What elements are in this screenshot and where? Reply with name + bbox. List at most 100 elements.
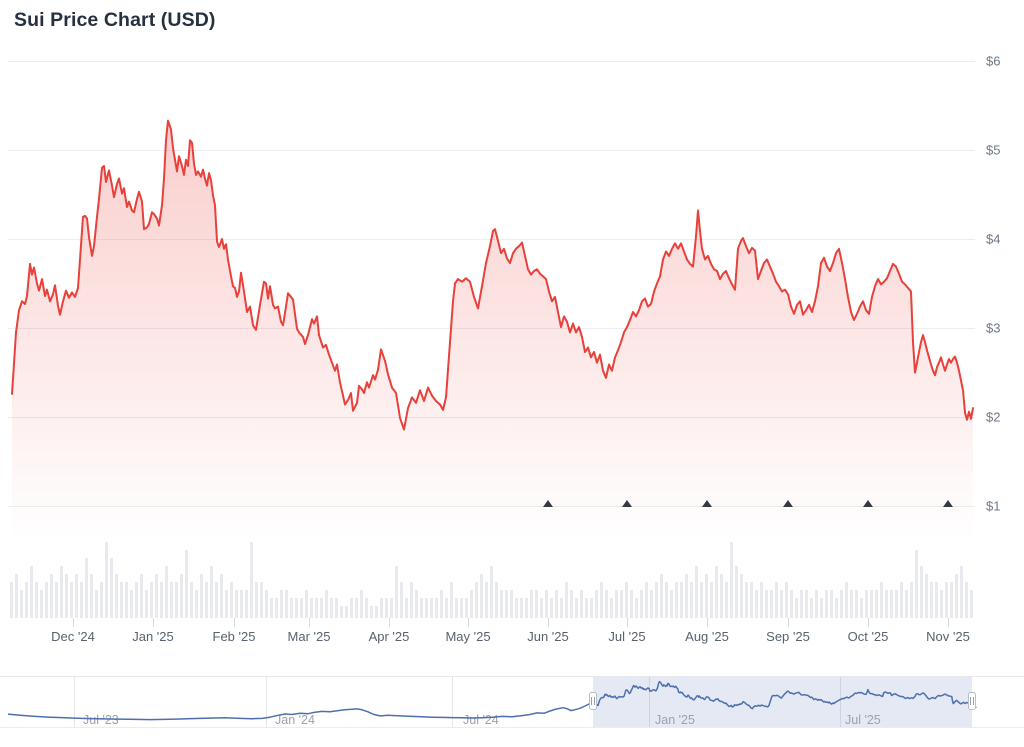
volume-bar <box>585 598 588 618</box>
volume-bar <box>730 542 733 618</box>
volume-bar <box>355 598 358 618</box>
volume-bar <box>205 582 208 618</box>
volume-bar <box>675 582 678 618</box>
navigator-range-label: Jan '24 <box>275 713 315 727</box>
volume-bar <box>310 598 313 618</box>
volume-bar <box>705 574 708 618</box>
volume-bar <box>770 590 773 618</box>
volume-bar <box>165 566 168 618</box>
volume-bar <box>35 582 38 618</box>
volume-bar <box>215 582 218 618</box>
volume-bar <box>580 590 583 618</box>
volume-bar <box>220 574 223 618</box>
volume-bar <box>105 542 108 618</box>
navigator-left-handle[interactable] <box>589 692 597 710</box>
volume-bar <box>535 590 538 618</box>
volume-bar <box>435 598 438 618</box>
volume-bar <box>120 582 123 618</box>
volume-bar <box>595 590 598 618</box>
volume-bar <box>440 590 443 618</box>
volume-bar <box>180 574 183 618</box>
volume-bar <box>55 582 58 618</box>
volume-bar <box>455 598 458 618</box>
volume-bar <box>810 598 813 618</box>
volume-bar <box>395 566 398 618</box>
volume-bar <box>930 582 933 618</box>
volume-bar <box>130 590 133 618</box>
volume-bar <box>495 582 498 618</box>
volume-bar <box>845 582 848 618</box>
navigator-right-handle[interactable] <box>968 692 976 710</box>
volume-bar <box>10 582 13 618</box>
volume-bar <box>195 590 198 618</box>
volume-bar <box>600 582 603 618</box>
volume-bar <box>680 582 683 618</box>
volume-bar <box>785 582 788 618</box>
event-marker-icon[interactable] <box>702 500 712 507</box>
volume-bar <box>45 582 48 618</box>
volume-bar <box>950 582 953 618</box>
main-plot-area[interactable] <box>8 56 975 516</box>
event-marker-icon[interactable] <box>943 500 953 507</box>
navigator-range-label: Jul '25 <box>845 713 881 727</box>
volume-bar <box>825 590 828 618</box>
volume-bar <box>115 574 118 618</box>
volume-bar <box>25 582 28 618</box>
volume-bar <box>375 606 378 618</box>
volume-bar <box>925 574 928 618</box>
x-axis-label: Jan '25 <box>132 629 174 644</box>
volume-bar <box>625 582 628 618</box>
volume-bar <box>790 590 793 618</box>
volume-bar <box>670 590 673 618</box>
volume-bar <box>450 582 453 618</box>
volume-bar <box>385 598 388 618</box>
navigator-selected-range[interactable] <box>593 677 972 727</box>
volume-bar <box>895 590 898 618</box>
volume-bar <box>640 590 643 618</box>
x-axis-label: Aug '25 <box>685 629 729 644</box>
volume-bar <box>445 598 448 618</box>
navigator-range-label: Jul '24 <box>463 713 499 727</box>
x-axis-label: Mar '25 <box>288 629 331 644</box>
x-axis-label: Sep '25 <box>766 629 810 644</box>
volume-bar <box>200 574 203 618</box>
volume-bar <box>725 582 728 618</box>
volume-bar <box>890 590 893 618</box>
volume-bar <box>665 582 668 618</box>
volume-bar <box>910 582 913 618</box>
volume-bar <box>635 598 638 618</box>
volume-bar <box>630 590 633 618</box>
volume-bar <box>885 590 888 618</box>
volume-bar <box>290 598 293 618</box>
volume-bar <box>875 590 878 618</box>
volume-bar <box>645 582 648 618</box>
volume-bar <box>590 598 593 618</box>
volume-bar <box>520 598 523 618</box>
y-axis-label: $1 <box>986 499 1000 514</box>
volume-bar <box>430 598 433 618</box>
volume-bar <box>945 582 948 618</box>
volume-bar <box>230 582 233 618</box>
volume-bar <box>760 582 763 618</box>
volume-bar <box>490 566 493 618</box>
volume-bar <box>190 582 193 618</box>
event-marker-icon[interactable] <box>543 500 553 507</box>
volume-bar <box>710 582 713 618</box>
volume-bar <box>685 574 688 618</box>
y-axis-label: $6 <box>986 54 1000 69</box>
volume-bar <box>305 590 308 618</box>
volume-bar <box>420 598 423 618</box>
volume-bar <box>410 582 413 618</box>
volume-bar <box>815 590 818 618</box>
volume-bar <box>260 582 263 618</box>
event-marker-icon[interactable] <box>863 500 873 507</box>
event-marker-icon[interactable] <box>783 500 793 507</box>
volume-bar <box>325 590 328 618</box>
event-marker-icon[interactable] <box>622 500 632 507</box>
volume-bar <box>390 598 393 618</box>
volume-bar <box>425 598 428 618</box>
volume-bar <box>515 598 518 618</box>
navigator-line-series <box>7 680 977 721</box>
volume-bar <box>800 590 803 618</box>
